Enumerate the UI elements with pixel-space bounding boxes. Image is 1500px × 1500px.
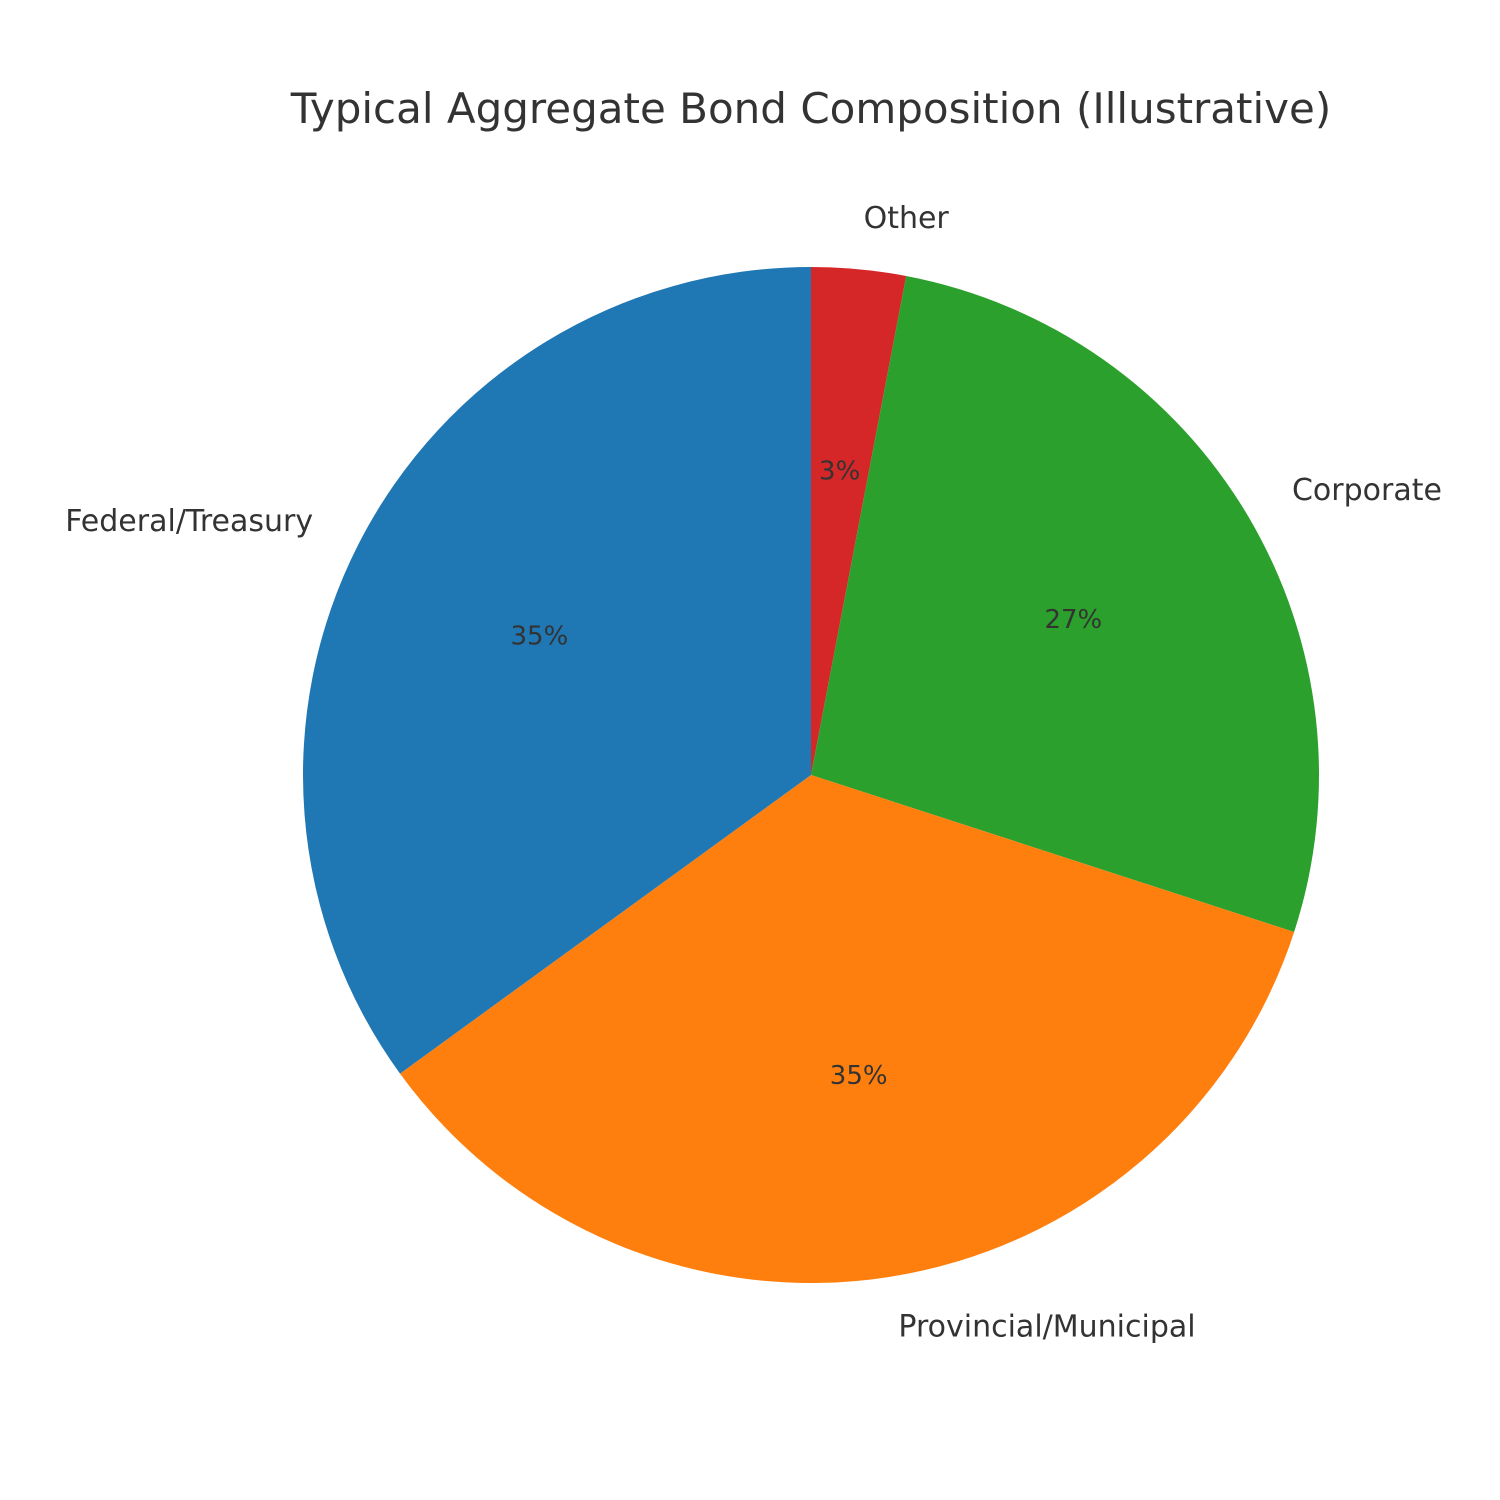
slice-label-federal-treasury: Federal/Treasury — [65, 504, 313, 539]
slice-percent-federal-treasury: 35% — [511, 622, 569, 652]
slice-label-other: Other — [864, 201, 950, 236]
slice-percent-provincial-municipal: 35% — [830, 1061, 888, 1091]
pie-labels: Other 3% Corporate 27% Provincial/Municipal 3… — [65, 201, 1442, 1344]
chart-title: Typical Aggregate Bond Composition (Illu… — [290, 84, 1332, 133]
slice-percent-other: 3% — [819, 457, 860, 487]
slice-percent-corporate: 27% — [1044, 605, 1102, 635]
pie-slice-provincial-municipal — [400, 775, 1295, 1283]
pie-slice-federal-treasury — [303, 267, 811, 1074]
pie-slice-corporate — [811, 275, 1320, 932]
pie-slice-other — [811, 267, 907, 775]
slice-label-corporate: Corporate — [1292, 473, 1442, 508]
slice-label-provincial-municipal: Provincial/Municipal — [898, 1309, 1195, 1344]
pie-slices — [303, 267, 1320, 1283]
